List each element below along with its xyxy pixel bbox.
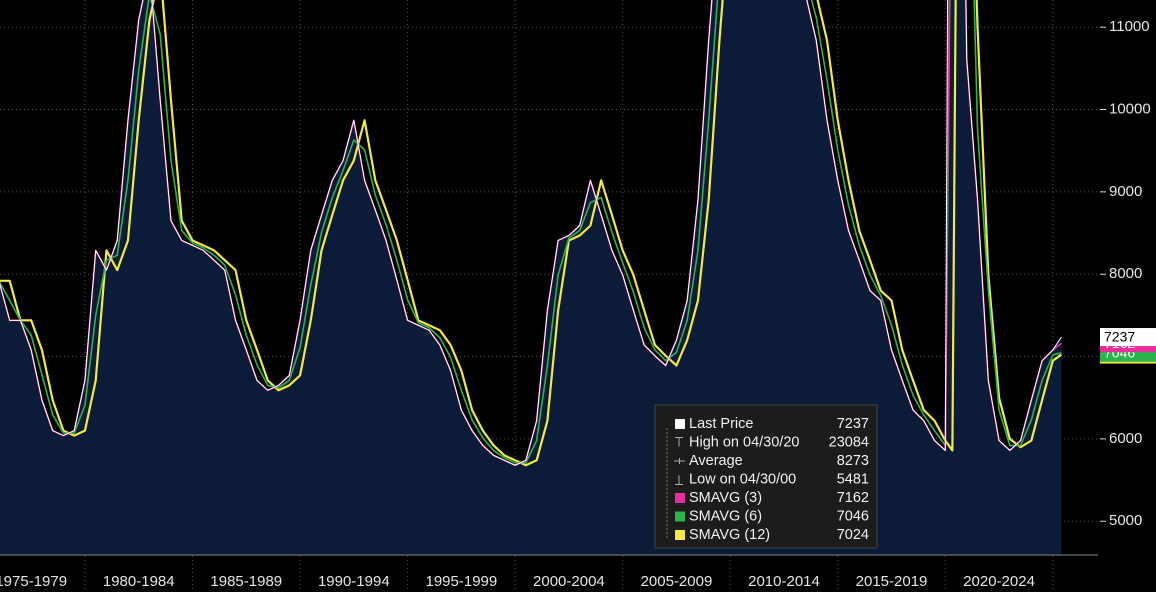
y-tick-label: 5000 (1109, 512, 1142, 529)
x-tick-label: 1980-1984 (103, 573, 175, 590)
x-tick-label: 2000-2004 (533, 573, 605, 590)
x-tick-label: 2015-2019 (856, 573, 928, 590)
series-line (0, 0, 1062, 466)
legend-swatch (675, 530, 685, 540)
legend-value: 7024 (837, 527, 869, 543)
legend-swatch (675, 419, 685, 429)
x-tick-label: 1985-1989 (210, 573, 282, 590)
x-tick-label: 2020-2024 (963, 573, 1035, 590)
x-tick-label: 1995-1999 (425, 573, 497, 590)
legend-value: 5481 (837, 471, 869, 487)
legend-label: High on 04/30/20 (689, 434, 799, 450)
legend-value: 7046 (837, 508, 869, 524)
legend-label: Average (689, 453, 743, 469)
y-tick-label: 9000 (1109, 183, 1142, 200)
legend-label: SMAVG (3) (689, 490, 762, 506)
x-tick-label: 1975-1979 (0, 573, 67, 590)
value-badge (1100, 328, 1156, 347)
y-tick-label: 8000 (1109, 265, 1142, 282)
legend-box (654, 404, 878, 549)
legend: Last Price 7237 High on 04/30/20 23084 Avera… (654, 404, 878, 549)
legend-label: Last Price (689, 416, 753, 432)
legend-swatch (675, 493, 685, 503)
value-badges: 7024704671627237 (1100, 328, 1156, 364)
series-line (0, 0, 1062, 464)
legend-label: SMAVG (6) (689, 508, 762, 524)
legend-label: SMAVG (12) (689, 527, 770, 543)
legend-swatch (675, 511, 685, 522)
legend-value: 7162 (837, 490, 869, 506)
y-tick-label: 11000 (1109, 18, 1150, 35)
legend-value: 7237 (837, 416, 869, 432)
legend-value: 23084 (829, 434, 869, 450)
y-tick-label: 6000 (1109, 430, 1142, 447)
legend-label: Low on 04/30/00 (689, 471, 796, 487)
x-tick-label: 2010-2014 (748, 573, 820, 590)
x-tick-label: 2005-2009 (641, 573, 713, 590)
legend-value: 8273 (837, 453, 869, 469)
y-tick-label: 10000 (1109, 100, 1151, 117)
series-line (0, 0, 1063, 467)
x-tick-label: 1990-1994 (318, 573, 390, 590)
value-badge-label: 7237 (1104, 329, 1135, 345)
